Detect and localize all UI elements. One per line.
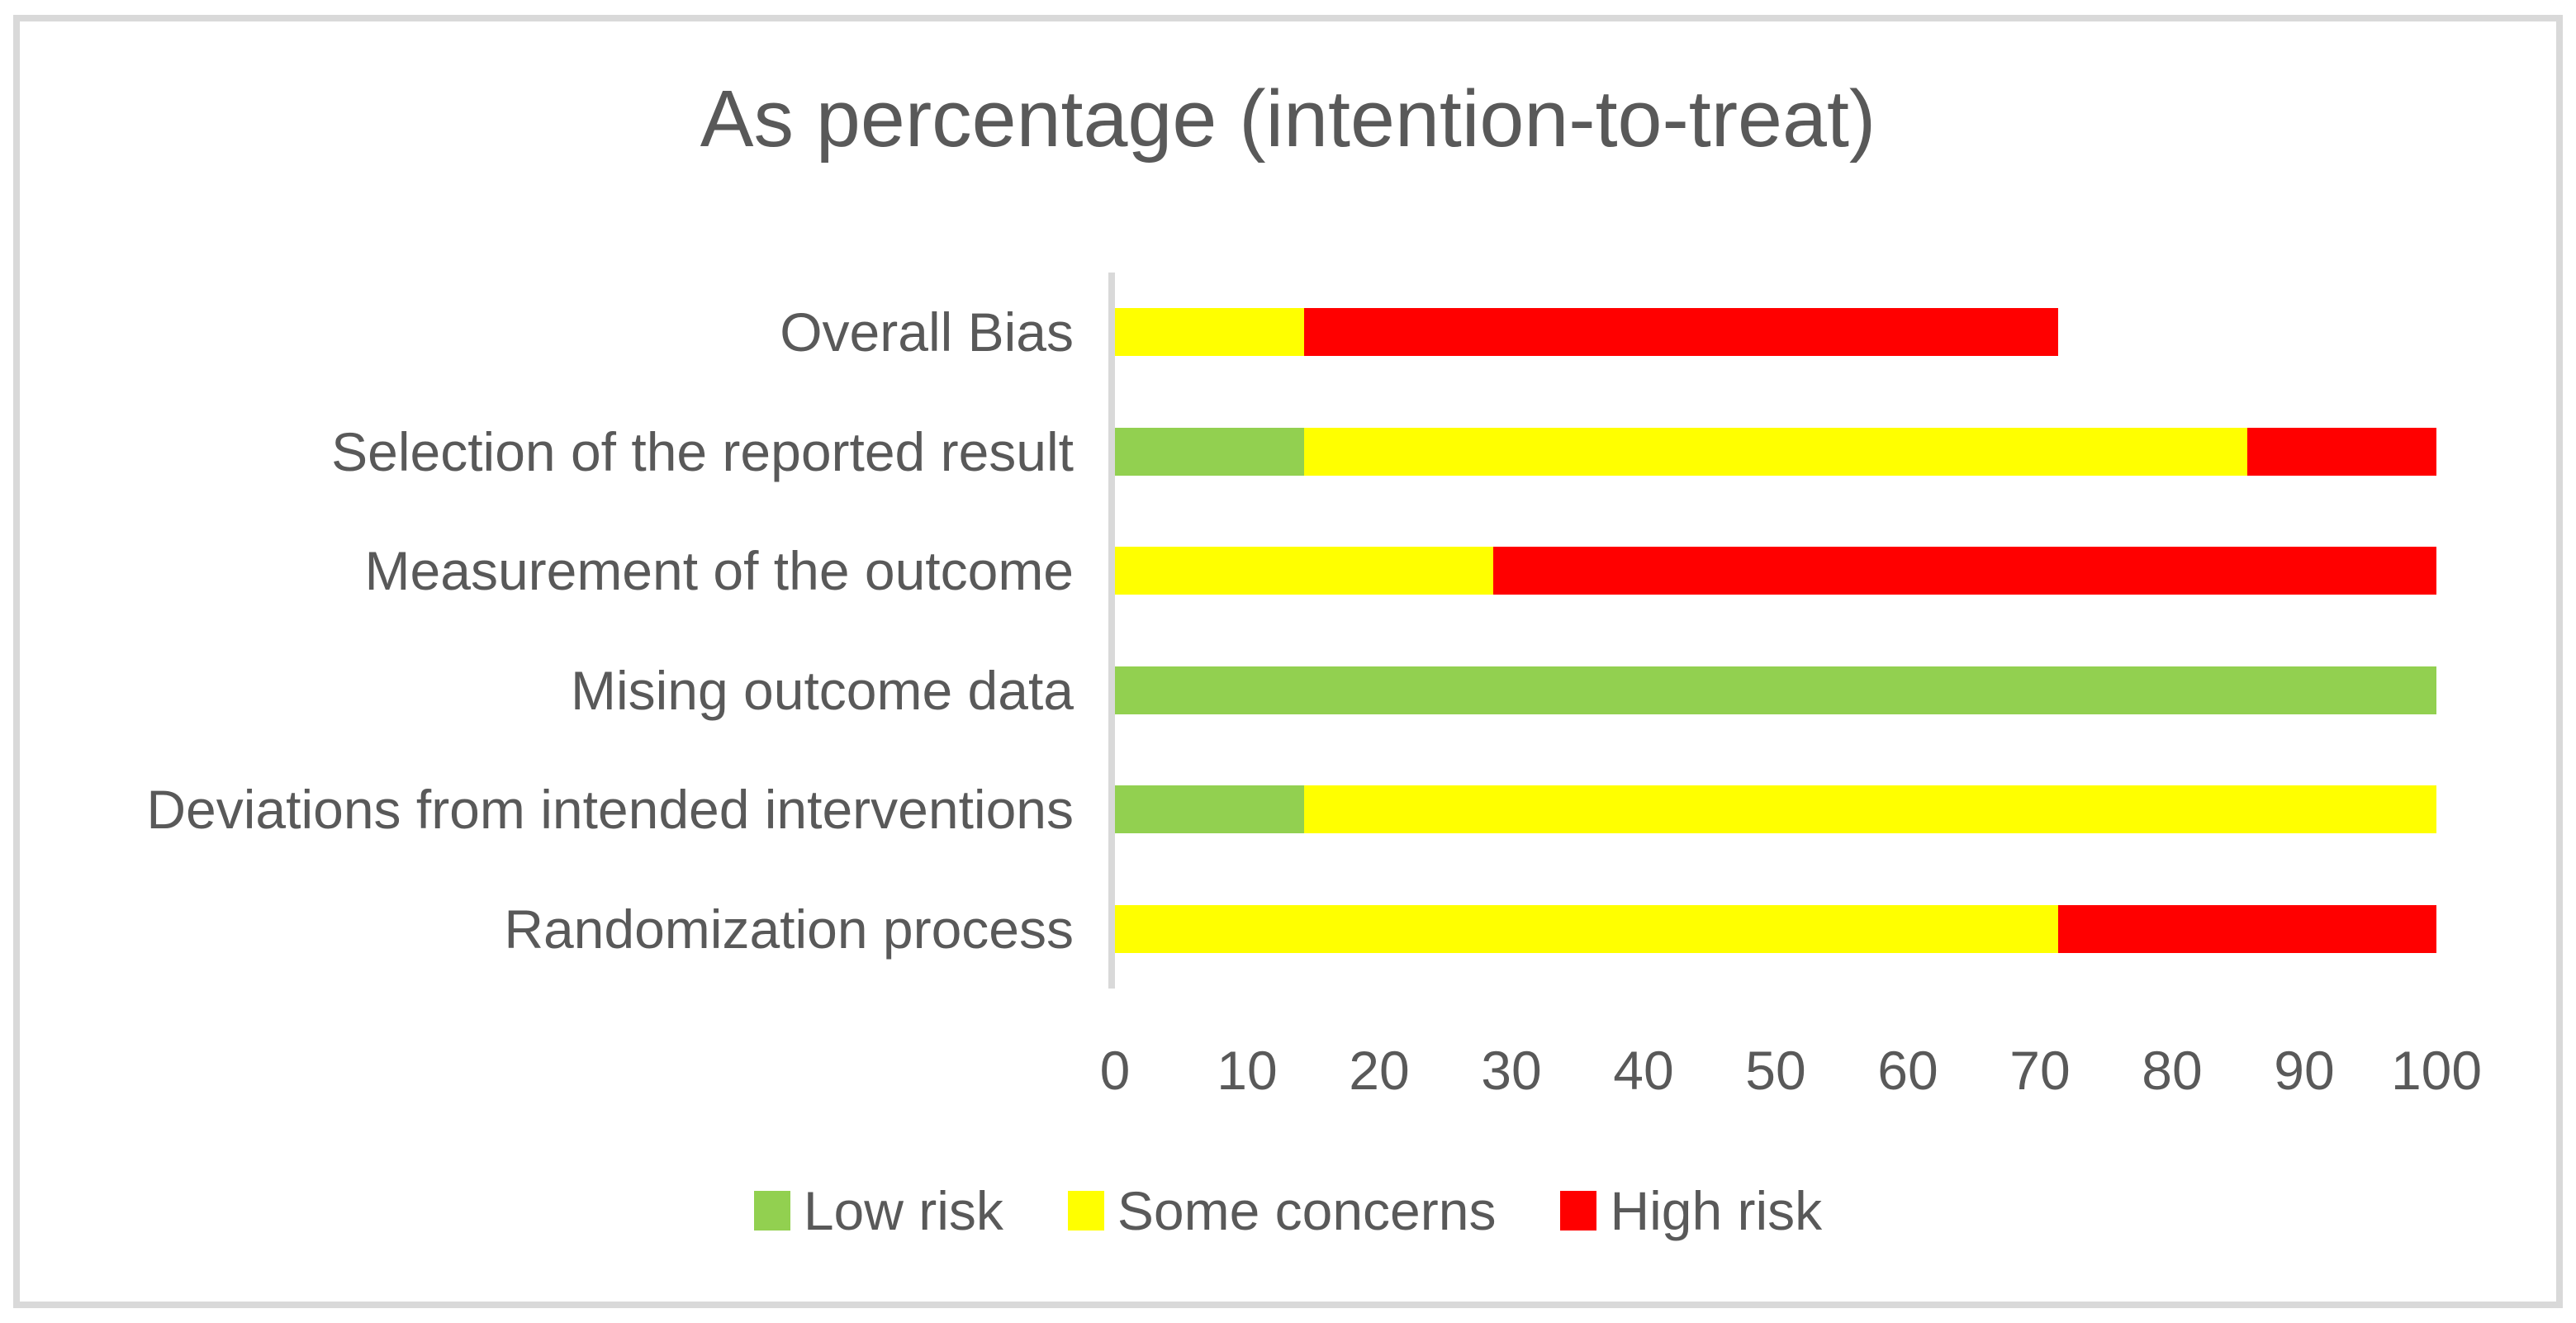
x-tick-label-70: 70 [2009,1040,2071,1101]
category-label-selection-of-the-reported-result: Selection of the reported result [331,420,1074,482]
bar-row-measurement-of-the-outcome [1115,547,2436,595]
bar-segment-high-risk [1303,308,2059,357]
category-label-mising-outcome-data: Mising outcome data [571,659,1074,721]
bar-row-overall-bias [1115,308,2059,357]
bar-row-mising-outcome-data [1115,666,2436,714]
x-tick-label-10: 10 [1217,1040,1278,1101]
category-label-overall-bias: Overall Bias [780,301,1074,363]
legend-label-low-risk: Low risk [803,1180,1003,1241]
x-tick-label-20: 20 [1349,1040,1410,1101]
chart-border-frame [13,15,2563,1308]
category-label-measurement-of-the-outcome: Measurement of the outcome [364,540,1074,602]
legend-swatch-high-risk [1560,1191,1597,1231]
legend: Low risk Some concerns High risk [0,1179,2576,1242]
legend-item-some-concerns: Some concerns [1067,1179,1497,1242]
legend-label-high-risk: High risk [1610,1180,1823,1241]
x-tick-label-50: 50 [1745,1040,1806,1101]
bar-segment-high-risk [1492,547,2436,595]
x-tick-label-0: 0 [1099,1040,1131,1101]
bar-segment-some-concerns [1115,308,1304,357]
bar-row-randomization-process [1115,904,2436,953]
legend-swatch-some-concerns [1067,1191,1104,1231]
bar-segment-some-concerns [1115,904,2059,953]
x-tick-label-30: 30 [1481,1040,1542,1101]
category-label-randomization-process: Randomization process [504,898,1074,960]
legend-swatch-low-risk [753,1191,790,1231]
bar-segment-some-concerns [1115,547,1493,595]
x-tick-label-80: 80 [2142,1040,2203,1101]
legend-label-some-concerns: Some concerns [1117,1180,1497,1241]
legend-item-low-risk: Low risk [753,1179,1003,1242]
bar-segment-high-risk [2058,904,2436,953]
bar-segment-some-concerns [1303,427,2248,476]
x-tick-label-60: 60 [1877,1040,1938,1101]
bar-row-selection-of-the-reported-result [1115,427,2436,476]
chart-title: As percentage (intention-to-treat) [700,74,1876,164]
x-tick-label-100: 100 [2390,1040,2483,1101]
bar-segment-low-risk [1115,785,1304,834]
bar-segment-low-risk [1115,666,2436,714]
x-tick-label-40: 40 [1613,1040,1674,1101]
x-tick-label-90: 90 [2274,1040,2335,1101]
bar-segment-low-risk [1115,427,1304,476]
category-axis-line [1108,273,1115,989]
bar-segment-some-concerns [1303,785,2436,834]
category-label-deviations-from-intended-interventions: Deviations from intended interventions [146,779,1074,841]
legend-item-high-risk: High risk [1560,1179,1822,1242]
bar-segment-high-risk [2247,427,2436,476]
bar-row-deviations-from-intended-interventions [1115,785,2436,834]
